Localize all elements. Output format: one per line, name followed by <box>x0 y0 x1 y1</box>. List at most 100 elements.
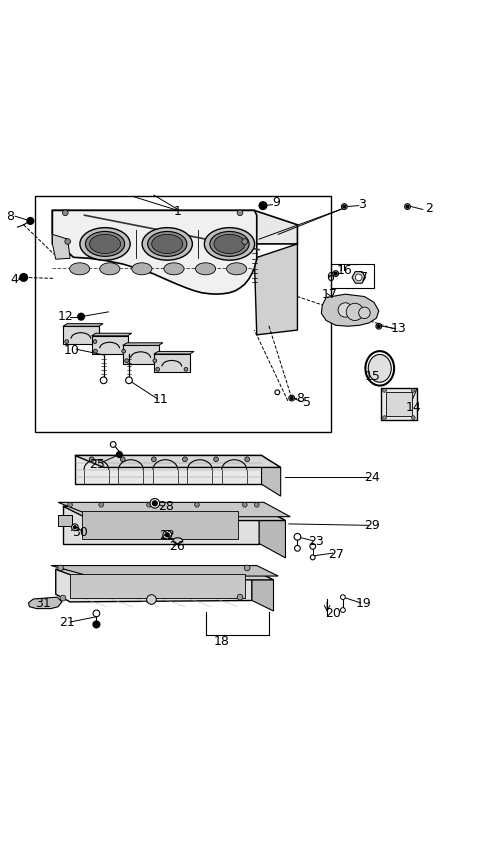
Polygon shape <box>56 569 252 602</box>
Polygon shape <box>75 456 281 467</box>
Circle shape <box>341 204 347 210</box>
Circle shape <box>194 503 199 507</box>
Circle shape <box>376 323 382 329</box>
Circle shape <box>340 608 345 612</box>
Circle shape <box>78 313 84 320</box>
Text: 30: 30 <box>72 525 88 539</box>
Polygon shape <box>259 506 286 558</box>
Text: 19: 19 <box>356 597 372 610</box>
Polygon shape <box>82 511 238 539</box>
Ellipse shape <box>210 232 249 256</box>
Ellipse shape <box>368 354 391 382</box>
Text: 20: 20 <box>325 607 341 620</box>
Circle shape <box>152 457 156 461</box>
Circle shape <box>237 210 243 216</box>
Text: 9: 9 <box>272 196 280 210</box>
Polygon shape <box>56 569 274 580</box>
Text: 12: 12 <box>58 310 73 323</box>
Circle shape <box>290 397 293 399</box>
Polygon shape <box>63 323 103 326</box>
Circle shape <box>383 416 386 419</box>
Text: 23: 23 <box>308 536 324 548</box>
Polygon shape <box>352 272 365 283</box>
Circle shape <box>311 555 315 560</box>
Ellipse shape <box>132 263 152 274</box>
Ellipse shape <box>70 263 90 274</box>
Polygon shape <box>52 234 70 259</box>
Text: 28: 28 <box>158 499 174 513</box>
Circle shape <box>122 349 126 353</box>
Circle shape <box>244 565 250 571</box>
Polygon shape <box>58 503 290 517</box>
Text: 8: 8 <box>296 392 304 404</box>
Polygon shape <box>63 326 99 344</box>
Circle shape <box>214 457 218 461</box>
Circle shape <box>295 546 300 552</box>
Circle shape <box>150 498 159 508</box>
Circle shape <box>259 202 267 210</box>
Bar <box>331 264 374 288</box>
Text: 31: 31 <box>35 597 51 610</box>
Circle shape <box>126 377 132 384</box>
Circle shape <box>346 303 363 321</box>
Text: 6: 6 <box>326 271 334 284</box>
Polygon shape <box>154 351 194 354</box>
Circle shape <box>65 339 69 344</box>
Text: 11: 11 <box>153 393 169 407</box>
Circle shape <box>120 457 125 461</box>
Text: 25: 25 <box>89 457 105 471</box>
Circle shape <box>73 525 76 529</box>
Polygon shape <box>52 210 298 244</box>
Text: 29: 29 <box>364 519 380 532</box>
Text: 7: 7 <box>360 271 369 284</box>
Circle shape <box>405 204 410 210</box>
Text: 5: 5 <box>303 397 311 409</box>
Text: 21: 21 <box>59 616 74 630</box>
Text: 8: 8 <box>6 210 14 222</box>
Circle shape <box>65 238 71 244</box>
Text: 24: 24 <box>364 471 380 484</box>
Circle shape <box>294 534 301 541</box>
Circle shape <box>100 377 107 384</box>
Circle shape <box>359 307 370 318</box>
Text: 1: 1 <box>174 205 182 218</box>
Circle shape <box>58 565 63 571</box>
Circle shape <box>184 367 188 371</box>
Circle shape <box>334 272 337 275</box>
Circle shape <box>94 349 97 353</box>
Circle shape <box>20 274 27 281</box>
Circle shape <box>125 359 129 363</box>
Polygon shape <box>123 343 163 345</box>
Circle shape <box>93 610 100 616</box>
Polygon shape <box>58 514 72 526</box>
Text: 10: 10 <box>63 344 80 357</box>
Circle shape <box>343 205 346 208</box>
Circle shape <box>411 388 415 392</box>
Polygon shape <box>63 506 259 544</box>
Circle shape <box>377 325 380 328</box>
Text: 27: 27 <box>328 547 344 561</box>
Polygon shape <box>63 506 286 520</box>
Polygon shape <box>70 574 245 598</box>
Ellipse shape <box>89 234 120 253</box>
Circle shape <box>165 533 169 537</box>
Ellipse shape <box>214 234 245 253</box>
Ellipse shape <box>164 263 184 274</box>
Polygon shape <box>381 388 417 420</box>
Text: 3: 3 <box>358 198 366 211</box>
Polygon shape <box>254 244 298 335</box>
Circle shape <box>89 457 94 461</box>
Circle shape <box>310 544 316 549</box>
Ellipse shape <box>227 263 247 274</box>
Polygon shape <box>386 392 412 416</box>
Circle shape <box>406 205 409 208</box>
Circle shape <box>340 594 345 600</box>
Ellipse shape <box>85 232 125 256</box>
Ellipse shape <box>365 351 394 386</box>
Text: 2: 2 <box>425 201 433 215</box>
Ellipse shape <box>142 227 192 260</box>
Circle shape <box>355 274 362 280</box>
Circle shape <box>383 388 386 392</box>
Circle shape <box>93 339 97 344</box>
Circle shape <box>147 503 152 507</box>
